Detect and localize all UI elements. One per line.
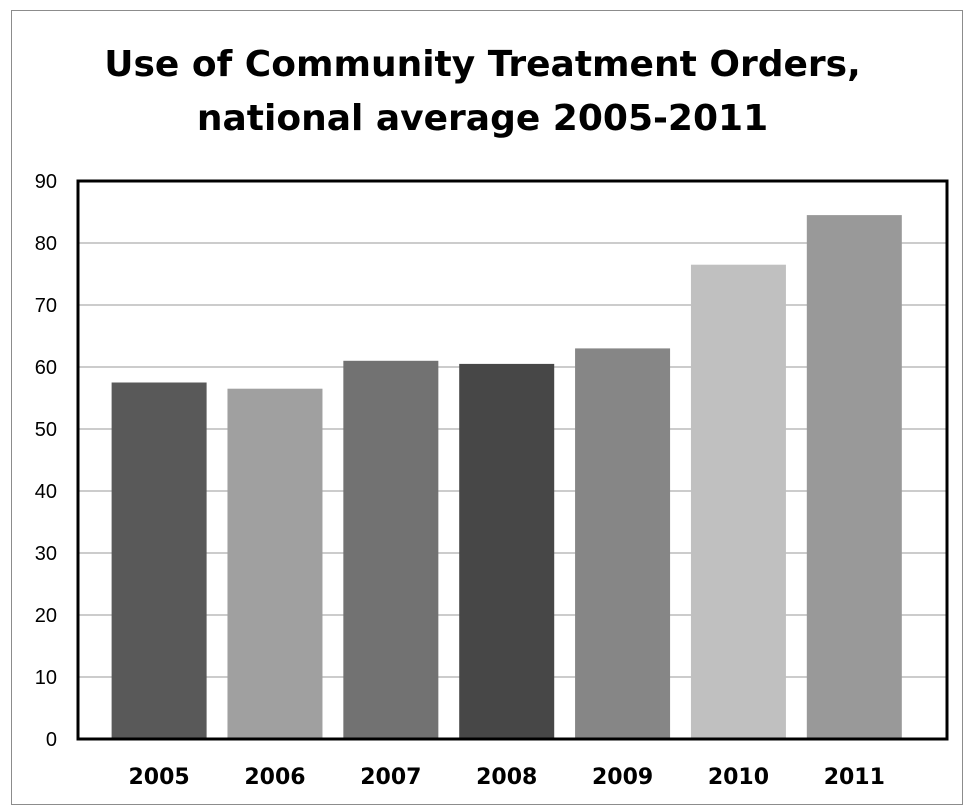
y-tick-label: 70 bbox=[35, 295, 57, 317]
bar-2005 bbox=[111, 382, 207, 739]
bar-2006 bbox=[227, 388, 323, 739]
plot-area-border bbox=[76, 179, 949, 741]
x-tick-label: 2009 bbox=[592, 765, 653, 790]
y-tick-label: 80 bbox=[35, 233, 57, 255]
x-tick-label: 2005 bbox=[128, 765, 189, 790]
bar-2010 bbox=[690, 264, 786, 739]
x-tick-label: 2011 bbox=[824, 765, 885, 790]
y-tick-label: 50 bbox=[35, 419, 57, 441]
y-axis-ticks: 0 10 20 30 40 50 60 70 80 90 bbox=[35, 171, 57, 751]
chart-title: Use of Community Treatment Orders, natio… bbox=[0, 38, 965, 146]
x-axis-ticks: 2005 2006 2007 2008 2009 2010 2011 bbox=[128, 765, 884, 790]
y-tick-label: 20 bbox=[35, 605, 57, 627]
y-tick-label: 10 bbox=[35, 667, 57, 689]
x-tick-label: 2008 bbox=[476, 765, 537, 790]
bar-2009 bbox=[575, 348, 671, 739]
x-tick-label: 2010 bbox=[708, 765, 769, 790]
chart-title-line-2: national average 2005-2011 bbox=[196, 98, 769, 139]
y-tick-label: 90 bbox=[35, 171, 57, 193]
y-tick-label: 30 bbox=[35, 543, 57, 565]
y-tick-label: 40 bbox=[35, 481, 57, 503]
y-tick-label: 0 bbox=[46, 729, 57, 751]
x-tick-label: 2006 bbox=[244, 765, 305, 790]
x-tick-label: 2007 bbox=[360, 765, 421, 790]
bars bbox=[111, 215, 902, 740]
bar-2008 bbox=[459, 363, 555, 739]
y-tick-label: 60 bbox=[35, 357, 57, 379]
bar-2011 bbox=[806, 215, 902, 740]
chart-title-line-1: Use of Community Treatment Orders, bbox=[104, 44, 861, 85]
bar-2007 bbox=[343, 360, 439, 739]
